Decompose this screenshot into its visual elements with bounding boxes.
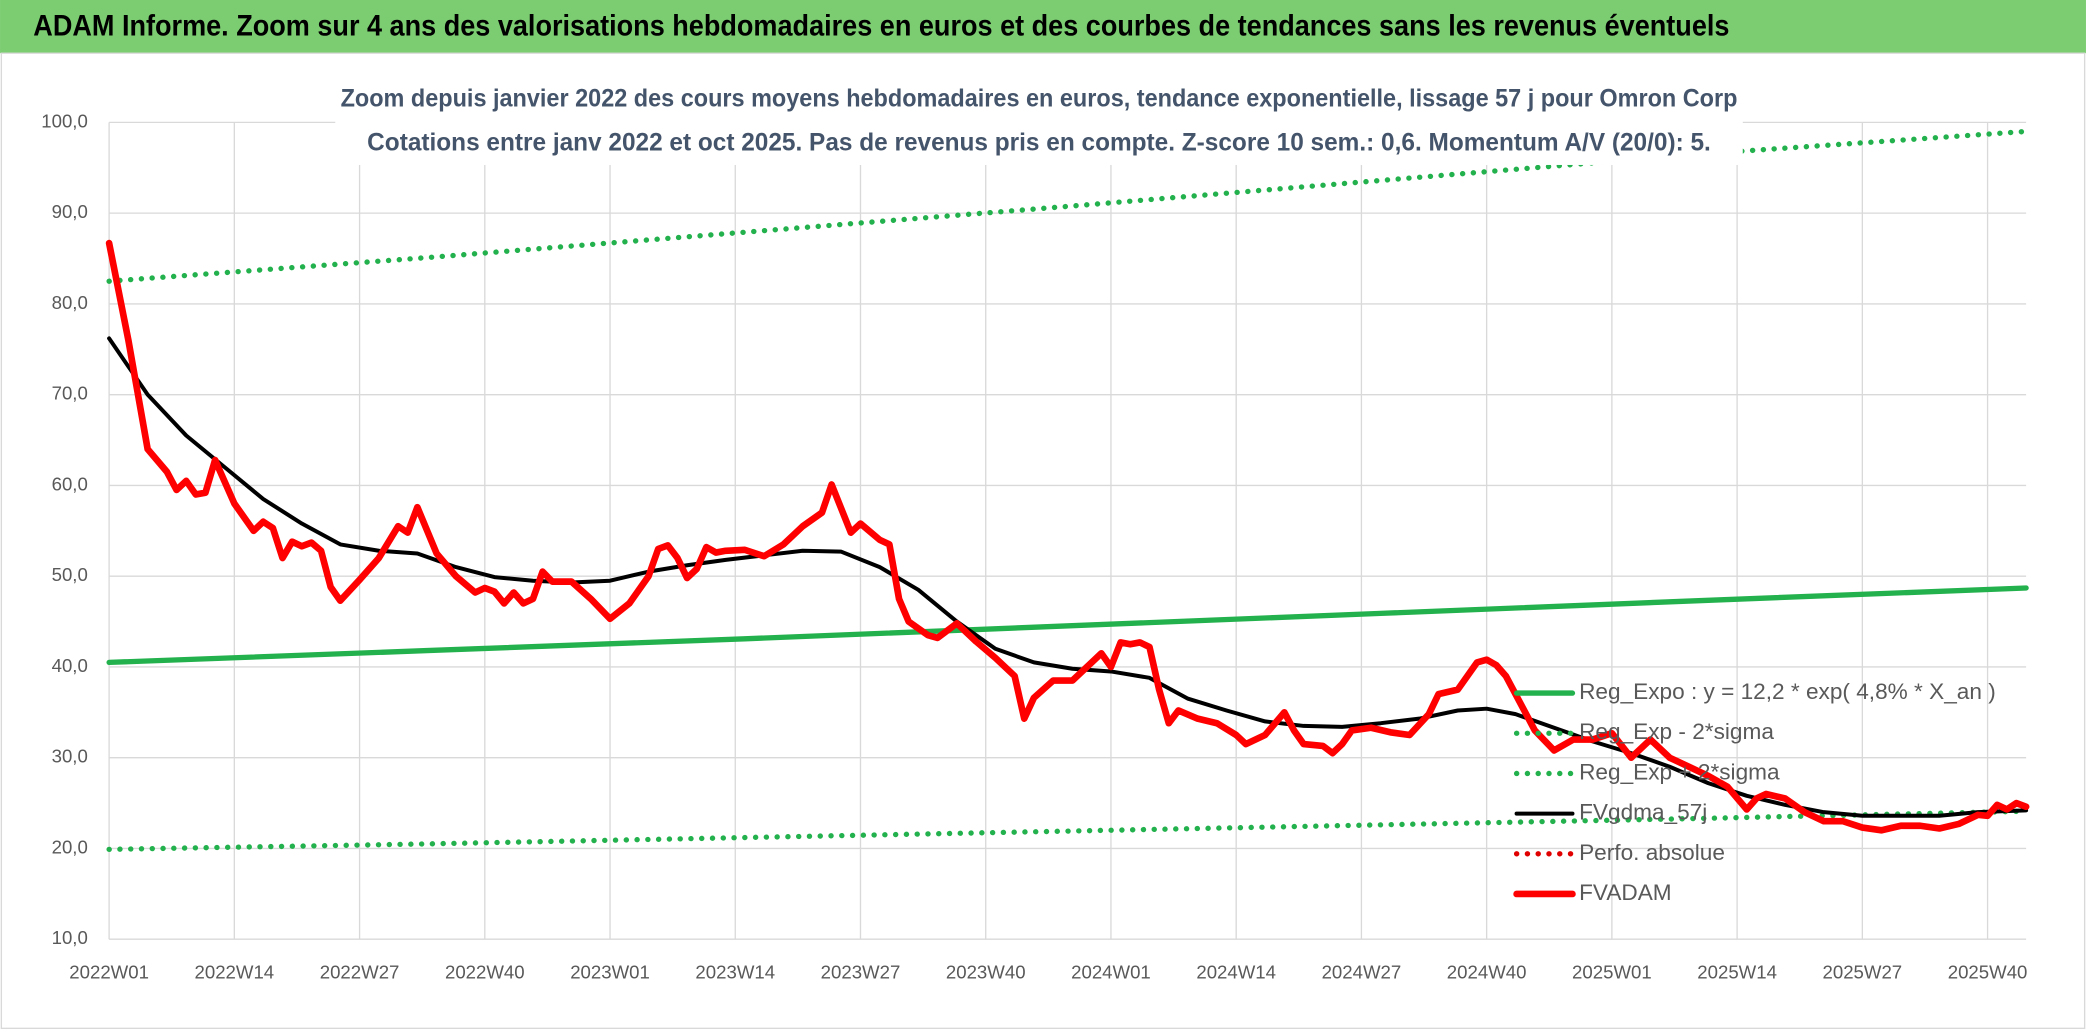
legend-label: FVADAM [1579,880,1672,905]
series-line [105,239,2030,834]
x-tick-label: 2025W01 [1572,962,1652,983]
series-line [106,585,2029,666]
x-tick-label: 2022W27 [320,962,400,983]
x-tick-label: 2022W40 [445,962,525,983]
header-title: ADAM Informe. Zoom sur 4 ans des valoris… [33,11,1729,43]
legend-label: Reg_Exp - 2*sigma [1579,719,1774,744]
x-tick-label: 2024W14 [1196,962,1276,983]
x-tick-label: 2024W40 [1447,962,1527,983]
series-line [107,336,2029,818]
legend-label: FVgdma_57j [1579,800,1707,825]
x-tick-label: 2023W01 [570,962,650,983]
y-tick-label: 70,0 [52,383,88,404]
y-tick-label: 30,0 [52,746,88,767]
x-tick-label: 2023W40 [946,962,1026,983]
y-tick-label: 20,0 [52,836,88,857]
x-tick-label: 2025W40 [1948,962,2028,983]
legend-label: Reg_Exp + 2*sigma [1579,759,1780,784]
y-tick-label: 60,0 [52,473,88,494]
y-tick-label: 50,0 [52,564,88,585]
subtitle-line: Cotations entre janv 2022 et oct 2025. P… [367,128,1711,156]
x-tick-label: 2024W27 [1322,962,1402,983]
x-tick-label: 2025W14 [1697,962,1777,983]
y-tick-label: 80,0 [52,292,88,313]
subtitle-background [335,77,1743,165]
x-tick-label: 2024W01 [1071,962,1151,983]
x-tick-label: 2023W14 [695,962,775,983]
x-tick-label: 2023W27 [821,962,901,983]
y-tick-label: 100,0 [41,110,88,131]
y-tick-label: 90,0 [52,201,88,222]
plot-area: 10,0 20,0 30,0 40,0 50,0 60,0 70,0 80,0 90,0 100,… [41,110,2030,983]
legend-label: Reg_Expo : y = 12,2 * exp( 4,8% * X_an ) [1579,679,1996,704]
legend-label: Perfo. absolue [1579,840,1725,865]
header-band [0,0,2086,54]
x-tick-label: 2022W01 [69,962,149,983]
subtitle-line: Zoom depuis janvier 2022 des cours moyen… [341,84,1738,112]
chart-frame [0,52,2086,1030]
legend: Reg_Expo : y = 12,2 * exp( 4,8% * X_an )… [1513,679,1996,905]
y-tick-label: 40,0 [52,655,88,676]
x-tick-label: 2022W14 [195,962,275,983]
x-tick-label: 2025W27 [1823,962,1903,983]
y-tick-label: 10,0 [52,927,88,948]
